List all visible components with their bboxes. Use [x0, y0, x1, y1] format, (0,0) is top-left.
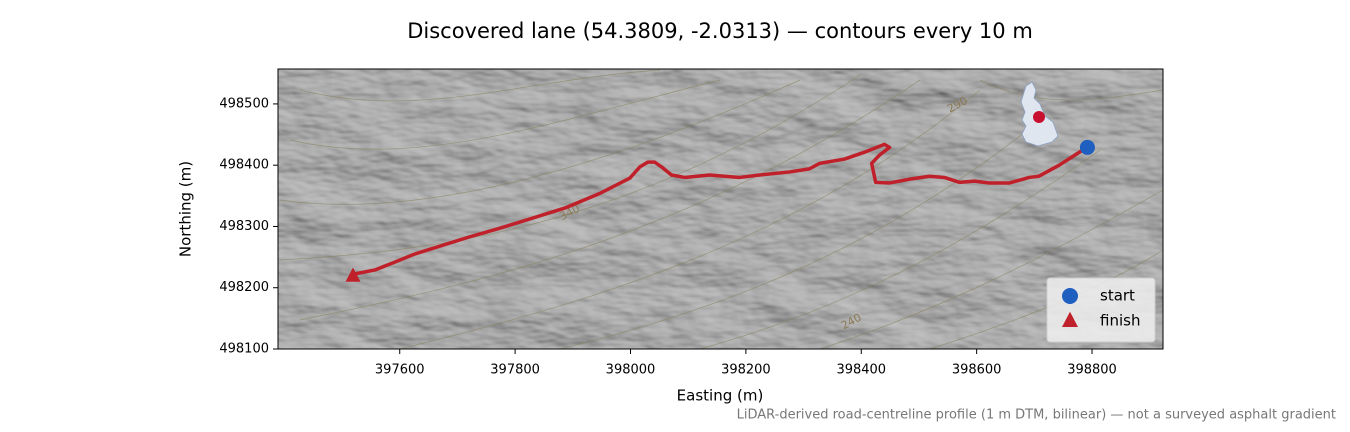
legend-label: finish [1100, 312, 1140, 330]
x-tick-label: 398600 [952, 363, 1002, 378]
y-tick-label: 498300 [219, 219, 269, 234]
y-axis-label: Northing (m) [177, 161, 195, 257]
x-tick-label: 397800 [490, 363, 540, 378]
finish-marker [345, 267, 361, 282]
footnote: LiDAR-derived road-centreline profile (1… [737, 408, 1336, 423]
route-line [351, 142, 1086, 277]
x-tick-label: 397600 [375, 363, 425, 378]
legend-symbol [1062, 311, 1078, 327]
x-axis-label: Easting (m) [677, 387, 764, 405]
x-tick-label: 398800 [1067, 363, 1117, 378]
chart-title: Discovered lane (54.3809, -2.0313) — con… [407, 19, 1033, 43]
y-tick-label: 498500 [219, 96, 269, 111]
y-tick-label: 498400 [219, 158, 269, 173]
legend-symbol [1062, 288, 1078, 304]
x-tick-label: 398000 [606, 363, 656, 378]
legend-label: start [1100, 287, 1135, 305]
y-tick-label: 498200 [219, 280, 269, 295]
inset-location [1033, 111, 1045, 123]
x-tick-label: 398400 [836, 363, 886, 378]
x-tick-label: 398200 [721, 363, 771, 378]
hillshade [278, 69, 1163, 349]
y-tick-label: 498100 [219, 342, 269, 357]
start-marker [1079, 139, 1095, 155]
axes-frame [277, 68, 1164, 350]
contours [279, 69, 1163, 349]
